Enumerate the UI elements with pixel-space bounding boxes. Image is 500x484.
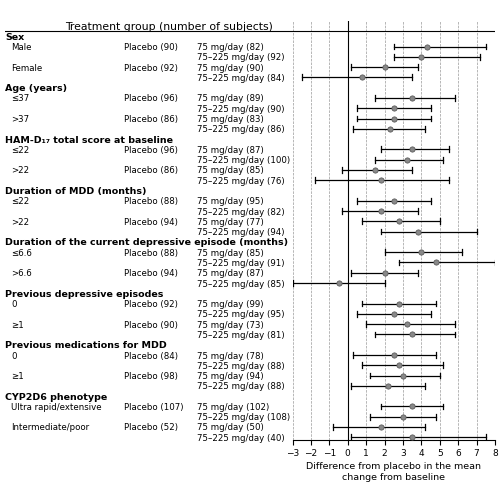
Text: Placebo (94): Placebo (94) [124, 217, 178, 227]
Text: CYP2D6 phenotype: CYP2D6 phenotype [5, 392, 107, 401]
Text: Placebo (92): Placebo (92) [124, 63, 178, 73]
Text: Placebo (90): Placebo (90) [124, 43, 178, 52]
Text: Placebo (86): Placebo (86) [124, 115, 178, 124]
Text: 75–225 mg/day (108): 75–225 mg/day (108) [197, 412, 290, 422]
Text: ≥1: ≥1 [11, 320, 24, 329]
Text: 75–225 mg/day (84): 75–225 mg/day (84) [197, 74, 284, 83]
Text: 75–225 mg/day (86): 75–225 mg/day (86) [197, 125, 284, 134]
Text: Male: Male [11, 43, 32, 52]
Text: >22: >22 [11, 166, 29, 175]
Text: 75 mg/day (50): 75 mg/day (50) [197, 423, 264, 432]
Text: Placebo (88): Placebo (88) [124, 197, 178, 206]
Text: 75 mg/day (78): 75 mg/day (78) [197, 351, 264, 360]
Text: Previous medications for MDD: Previous medications for MDD [5, 341, 167, 349]
Text: Placebo (94): Placebo (94) [124, 269, 178, 278]
Text: 75 mg/day (102): 75 mg/day (102) [197, 402, 269, 411]
Text: Placebo (84): Placebo (84) [124, 351, 178, 360]
Text: 75–225 mg/day (92): 75–225 mg/day (92) [197, 53, 284, 62]
Text: Placebo (98): Placebo (98) [124, 371, 178, 380]
Text: 75–225 mg/day (85): 75–225 mg/day (85) [197, 279, 284, 288]
Text: 75 mg/day (83): 75 mg/day (83) [197, 115, 264, 124]
Text: 75–225 mg/day (94): 75–225 mg/day (94) [197, 227, 284, 237]
Text: 75 mg/day (89): 75 mg/day (89) [197, 94, 264, 103]
Text: 75 mg/day (99): 75 mg/day (99) [197, 300, 264, 308]
Text: 75–225 mg/day (40): 75–225 mg/day (40) [197, 433, 284, 442]
Text: >6.6: >6.6 [11, 269, 32, 278]
Text: 75–225 mg/day (88): 75–225 mg/day (88) [197, 361, 284, 370]
Text: Duration of MDD (months): Duration of MDD (months) [5, 187, 146, 196]
Text: 75 mg/day (95): 75 mg/day (95) [197, 197, 264, 206]
Text: ≤37: ≤37 [11, 94, 29, 103]
Text: 0: 0 [11, 351, 16, 360]
Text: Placebo (86): Placebo (86) [124, 166, 178, 175]
Text: Female: Female [11, 63, 42, 73]
Text: Ultra rapid/extensive: Ultra rapid/extensive [11, 402, 102, 411]
Text: Placebo (88): Placebo (88) [124, 248, 178, 257]
Text: Previous depressive episodes: Previous depressive episodes [5, 289, 164, 298]
Text: 75–225 mg/day (81): 75–225 mg/day (81) [197, 330, 284, 339]
Text: Age (years): Age (years) [5, 84, 67, 93]
Text: 75 mg/day (77): 75 mg/day (77) [197, 217, 264, 227]
Text: Sex: Sex [5, 33, 24, 42]
Text: 75–225 mg/day (90): 75–225 mg/day (90) [197, 105, 284, 113]
Text: Placebo (96): Placebo (96) [124, 94, 178, 103]
Text: 75 mg/day (87): 75 mg/day (87) [197, 269, 264, 278]
Text: 75 mg/day (85): 75 mg/day (85) [197, 248, 264, 257]
Text: Intermediate/poor: Intermediate/poor [11, 423, 89, 432]
Text: ≤22: ≤22 [11, 146, 29, 154]
X-axis label: Difference from placebo in the mean
change from baseline: Difference from placebo in the mean chan… [306, 461, 481, 481]
Text: 75–225 mg/day (95): 75–225 mg/day (95) [197, 310, 284, 319]
Text: 75–225 mg/day (82): 75–225 mg/day (82) [197, 207, 284, 216]
Text: 75 mg/day (87): 75 mg/day (87) [197, 146, 264, 154]
Text: ≤6.6: ≤6.6 [11, 248, 32, 257]
Text: Placebo (96): Placebo (96) [124, 146, 178, 154]
Text: 75 mg/day (85): 75 mg/day (85) [197, 166, 264, 175]
Text: Placebo (107): Placebo (107) [124, 402, 184, 411]
Text: 75–225 mg/day (91): 75–225 mg/day (91) [197, 258, 284, 268]
Text: HAM-D₁₇ total score at baseline: HAM-D₁₇ total score at baseline [5, 136, 173, 144]
Text: 75 mg/day (94): 75 mg/day (94) [197, 371, 264, 380]
Text: 75–225 mg/day (88): 75–225 mg/day (88) [197, 381, 284, 391]
Text: Duration of the current depressive episode (months): Duration of the current depressive episo… [5, 238, 288, 247]
Text: Treatment group (number of subjects): Treatment group (number of subjects) [64, 22, 272, 32]
Text: >37: >37 [11, 115, 29, 124]
Text: 75 mg/day (73): 75 mg/day (73) [197, 320, 264, 329]
Text: 75 mg/day (82): 75 mg/day (82) [197, 43, 264, 52]
Text: 75–225 mg/day (76): 75–225 mg/day (76) [197, 176, 284, 185]
Text: Placebo (90): Placebo (90) [124, 320, 178, 329]
Text: 0: 0 [11, 300, 16, 308]
Text: 75 mg/day (90): 75 mg/day (90) [197, 63, 264, 73]
Text: Placebo (92): Placebo (92) [124, 300, 178, 308]
Text: ≥1: ≥1 [11, 371, 24, 380]
Text: ≤22: ≤22 [11, 197, 29, 206]
Text: >22: >22 [11, 217, 29, 227]
Text: 75–225 mg/day (100): 75–225 mg/day (100) [197, 156, 290, 165]
Text: Placebo (52): Placebo (52) [124, 423, 178, 432]
